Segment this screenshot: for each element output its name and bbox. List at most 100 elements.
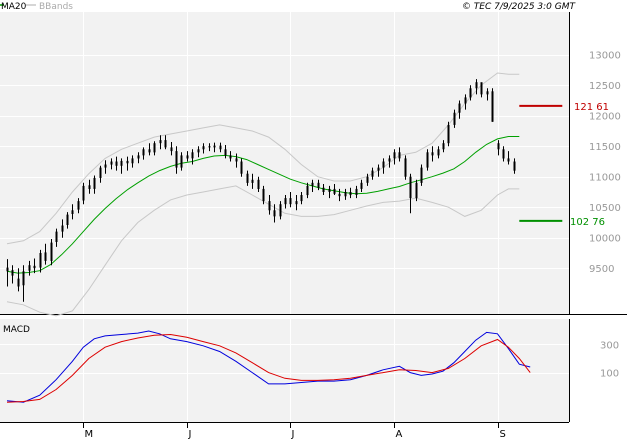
candle-body <box>355 188 358 195</box>
candle-body <box>22 271 25 286</box>
candle-body <box>61 225 64 232</box>
candle-body <box>284 198 287 205</box>
candle-body <box>295 201 298 205</box>
candle-body <box>115 161 118 166</box>
candle-body <box>404 158 407 177</box>
date-tick-label: M <box>85 429 94 440</box>
candle-body <box>148 149 151 153</box>
resistance-label: 121 61 <box>574 102 609 113</box>
candle-body <box>71 210 74 214</box>
candle-body <box>110 161 113 165</box>
candle-body <box>388 158 391 162</box>
candle-body <box>273 210 276 217</box>
candle-body <box>382 161 385 168</box>
copyright-timestamp: © TEC 7/9/2025 3:0 GMT <box>462 2 577 12</box>
candle-body <box>77 201 80 210</box>
candle-body <box>197 149 200 153</box>
moving-average-20 <box>6 136 520 274</box>
candle-body <box>224 149 227 156</box>
candle-body <box>131 158 134 164</box>
candle-body <box>164 140 167 148</box>
date-tick-label: S <box>500 429 506 440</box>
price-tick-label: 12500 <box>589 81 621 92</box>
price-tick-label: 10500 <box>589 203 621 214</box>
ma20-line <box>6 136 520 274</box>
candle-body <box>28 265 31 271</box>
candle-body <box>300 195 303 202</box>
candle-body <box>159 140 162 144</box>
candle-body <box>93 177 96 189</box>
candle-body <box>251 179 254 183</box>
signal-line <box>6 333 531 403</box>
candle-body <box>437 149 440 156</box>
candle-body <box>219 145 222 150</box>
candle-body <box>377 167 380 171</box>
candle-body <box>344 192 347 197</box>
candle-body <box>415 182 418 199</box>
candle-body <box>458 103 461 113</box>
candle-body <box>507 158 510 162</box>
candle-body <box>475 82 478 89</box>
candle-body <box>104 164 107 168</box>
macd-line <box>6 330 531 403</box>
candle-body <box>153 143 156 153</box>
candle-body <box>366 176 369 183</box>
macd-panel-background <box>0 319 569 422</box>
candle-body <box>82 185 85 201</box>
candle-body <box>17 278 20 287</box>
price-axis: 9500 10000 10500 11000 11500 12000 12500 13000 <box>589 51 621 276</box>
macd-tick-label: 300 <box>600 340 619 351</box>
candle-body <box>55 231 58 242</box>
candle-body <box>513 161 516 171</box>
candle-body <box>328 188 331 192</box>
candle-body <box>120 160 123 166</box>
candle-body <box>409 176 412 199</box>
candle-body <box>186 155 189 159</box>
candle-body <box>453 112 456 125</box>
candle-body <box>208 146 211 148</box>
candle-body <box>371 170 374 177</box>
support-resistance-levels: 121 61 102 76 <box>519 102 609 228</box>
candle-body <box>480 82 483 95</box>
candle-body <box>175 151 178 168</box>
price-tick-label: 10000 <box>589 234 621 245</box>
candle-body <box>39 253 42 268</box>
candle-body <box>50 242 53 261</box>
candle-body <box>289 198 292 205</box>
candle-body <box>497 143 500 150</box>
macd-axis: 100 300 <box>600 340 619 379</box>
candle-body <box>442 143 445 150</box>
support-label: 102 76 <box>570 217 605 228</box>
candle-body <box>322 187 325 192</box>
candle-body <box>142 149 145 156</box>
candle-body <box>360 182 363 189</box>
candle-body <box>170 147 173 152</box>
candle-body <box>33 265 36 269</box>
candle-body <box>262 188 265 202</box>
candle-body <box>11 270 14 276</box>
price-tick-label: 11000 <box>589 173 621 184</box>
candlesticks <box>6 79 516 302</box>
candle-body <box>279 204 282 217</box>
candle-body <box>338 193 341 197</box>
candle-body <box>235 158 238 162</box>
date-tick-label: J <box>188 429 192 440</box>
candle-body <box>426 152 429 168</box>
candle-body <box>420 167 423 183</box>
candle-body <box>447 124 450 144</box>
candle-body <box>333 188 336 194</box>
candle-body <box>464 97 467 104</box>
candle-body <box>202 146 205 150</box>
candle-body <box>191 152 194 159</box>
macd-lines <box>6 330 531 403</box>
candle-body <box>469 88 472 98</box>
candle-body <box>268 201 271 211</box>
price-tick-label: 9500 <box>589 264 614 275</box>
date-tick-label: A <box>396 429 403 440</box>
candle-body <box>213 145 216 148</box>
candle-body <box>180 155 183 168</box>
candle-body <box>398 152 401 159</box>
price-tick-label: 12000 <box>589 112 621 123</box>
